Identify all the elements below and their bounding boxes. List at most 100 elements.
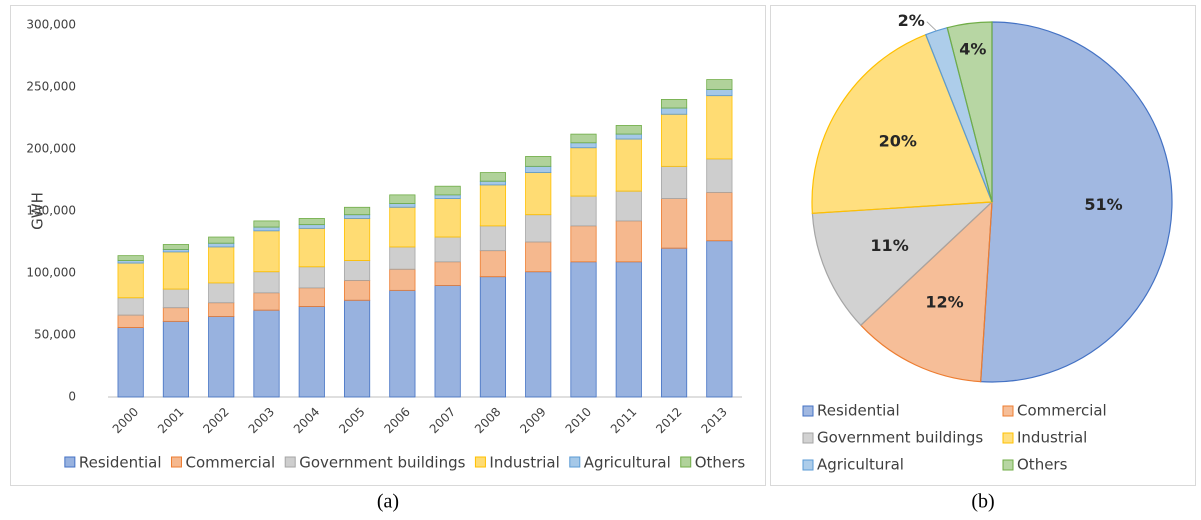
x-tick-label: 2001 bbox=[155, 405, 186, 436]
caption: (a) bbox=[377, 491, 399, 513]
bar-segment bbox=[479, 225, 507, 252]
bar-segment bbox=[479, 250, 507, 278]
legend-label: Others bbox=[1017, 456, 1068, 474]
legend-swatch bbox=[64, 456, 76, 468]
bar-segment bbox=[343, 280, 371, 301]
legend-swatch bbox=[680, 456, 692, 468]
legend-label: Residential bbox=[79, 454, 162, 472]
bar-segment bbox=[162, 244, 190, 250]
legend-label: Government buildings bbox=[817, 429, 983, 447]
pie-label: 11% bbox=[870, 236, 908, 255]
pie-label: 12% bbox=[925, 292, 963, 311]
x-tick-label: 2007 bbox=[427, 405, 458, 436]
bar-segment bbox=[570, 261, 597, 398]
bar-segment bbox=[253, 230, 280, 273]
legend-swatch bbox=[474, 456, 486, 468]
bar-segment bbox=[660, 165, 688, 200]
bar-segment bbox=[208, 242, 235, 248]
pie-slice bbox=[946, 21, 993, 203]
bar-segment bbox=[660, 99, 688, 109]
legend-label: Commercial bbox=[185, 454, 275, 472]
bar-segment bbox=[208, 246, 235, 284]
bar-segment bbox=[343, 218, 371, 262]
bar-segment bbox=[525, 271, 552, 398]
bar-segment bbox=[434, 185, 461, 196]
legend-swatch bbox=[1002, 432, 1014, 444]
bar-segment bbox=[615, 138, 642, 192]
x-tick-label: 2002 bbox=[200, 405, 231, 436]
legend-label: Agricultural bbox=[584, 454, 671, 472]
bar-segment bbox=[208, 315, 235, 398]
y-tick-label: 0 bbox=[68, 390, 76, 404]
bar-segment bbox=[570, 133, 597, 144]
x-tick-label: 2006 bbox=[381, 405, 412, 436]
pie-label: 2% bbox=[898, 11, 925, 30]
bar-segment bbox=[434, 284, 461, 398]
legend-swatch bbox=[569, 456, 581, 468]
x-tick-label: 2008 bbox=[472, 405, 503, 436]
bar-segment bbox=[253, 220, 280, 228]
bar-segment bbox=[706, 95, 733, 160]
bar-segment bbox=[162, 288, 190, 309]
legend-swatch bbox=[1002, 459, 1014, 471]
pie-label: 20% bbox=[879, 132, 917, 151]
x-tick-label: 2005 bbox=[336, 405, 367, 436]
bar-segment bbox=[479, 276, 507, 398]
bar-segment bbox=[570, 147, 597, 197]
bar-segment bbox=[525, 241, 552, 273]
bar-segment bbox=[117, 262, 144, 299]
legend-label: Residential bbox=[817, 402, 900, 420]
bar-segment bbox=[615, 261, 642, 398]
bar-segment bbox=[298, 218, 325, 226]
y-tick-label: 150,000 bbox=[26, 204, 76, 218]
bar-segment bbox=[253, 271, 280, 294]
bar-segment bbox=[343, 260, 371, 281]
bar-segment bbox=[343, 214, 371, 219]
pie-slice bbox=[980, 21, 1173, 383]
bar-segment bbox=[434, 261, 461, 286]
bar-segment bbox=[253, 226, 280, 232]
x-tick-label: 2013 bbox=[698, 405, 729, 436]
x-tick-label: 2011 bbox=[608, 405, 639, 436]
bar-segment bbox=[615, 190, 642, 222]
bar-segment bbox=[117, 327, 144, 398]
bar-segment bbox=[389, 203, 416, 208]
pie-label: 51% bbox=[1084, 195, 1122, 214]
bar-segment bbox=[117, 255, 144, 261]
bar-segment bbox=[570, 195, 597, 227]
y-tick-label: 100,000 bbox=[26, 266, 76, 280]
y-tick-label: 300,000 bbox=[26, 18, 76, 32]
bar-segment bbox=[298, 266, 325, 289]
bar-segment bbox=[208, 282, 235, 304]
legend-swatch bbox=[170, 456, 182, 468]
y-tick-label: 250,000 bbox=[26, 80, 76, 94]
bar-segment bbox=[706, 240, 733, 398]
leader-line bbox=[926, 21, 937, 32]
panel-frame bbox=[10, 5, 766, 486]
bar-segment bbox=[389, 246, 416, 270]
panel-frame bbox=[770, 5, 1196, 486]
bar-segment bbox=[434, 198, 461, 238]
bar-segment bbox=[525, 156, 552, 167]
legend-label: Commercial bbox=[1017, 402, 1107, 420]
pie-label: 4% bbox=[959, 40, 986, 59]
bar-segment bbox=[706, 191, 733, 242]
pie-slice bbox=[811, 33, 993, 214]
bar-segment bbox=[706, 158, 733, 193]
bar-segment bbox=[298, 287, 325, 307]
bar-segment bbox=[525, 172, 552, 216]
x-tick-label: 2012 bbox=[653, 405, 684, 436]
x-tick-label: 2003 bbox=[246, 405, 277, 436]
caption: (b) bbox=[971, 491, 994, 513]
legend-label: Agricultural bbox=[817, 456, 904, 474]
bar-segment bbox=[525, 214, 552, 243]
bar-segment bbox=[615, 220, 642, 263]
bar-segment bbox=[706, 79, 733, 90]
x-tick-label: 2009 bbox=[517, 405, 548, 436]
bar-segment bbox=[570, 142, 597, 149]
legend-swatch bbox=[802, 432, 814, 444]
bar-segment bbox=[162, 251, 190, 290]
bar-segment bbox=[343, 206, 371, 216]
x-tick-label: 2000 bbox=[110, 405, 141, 436]
